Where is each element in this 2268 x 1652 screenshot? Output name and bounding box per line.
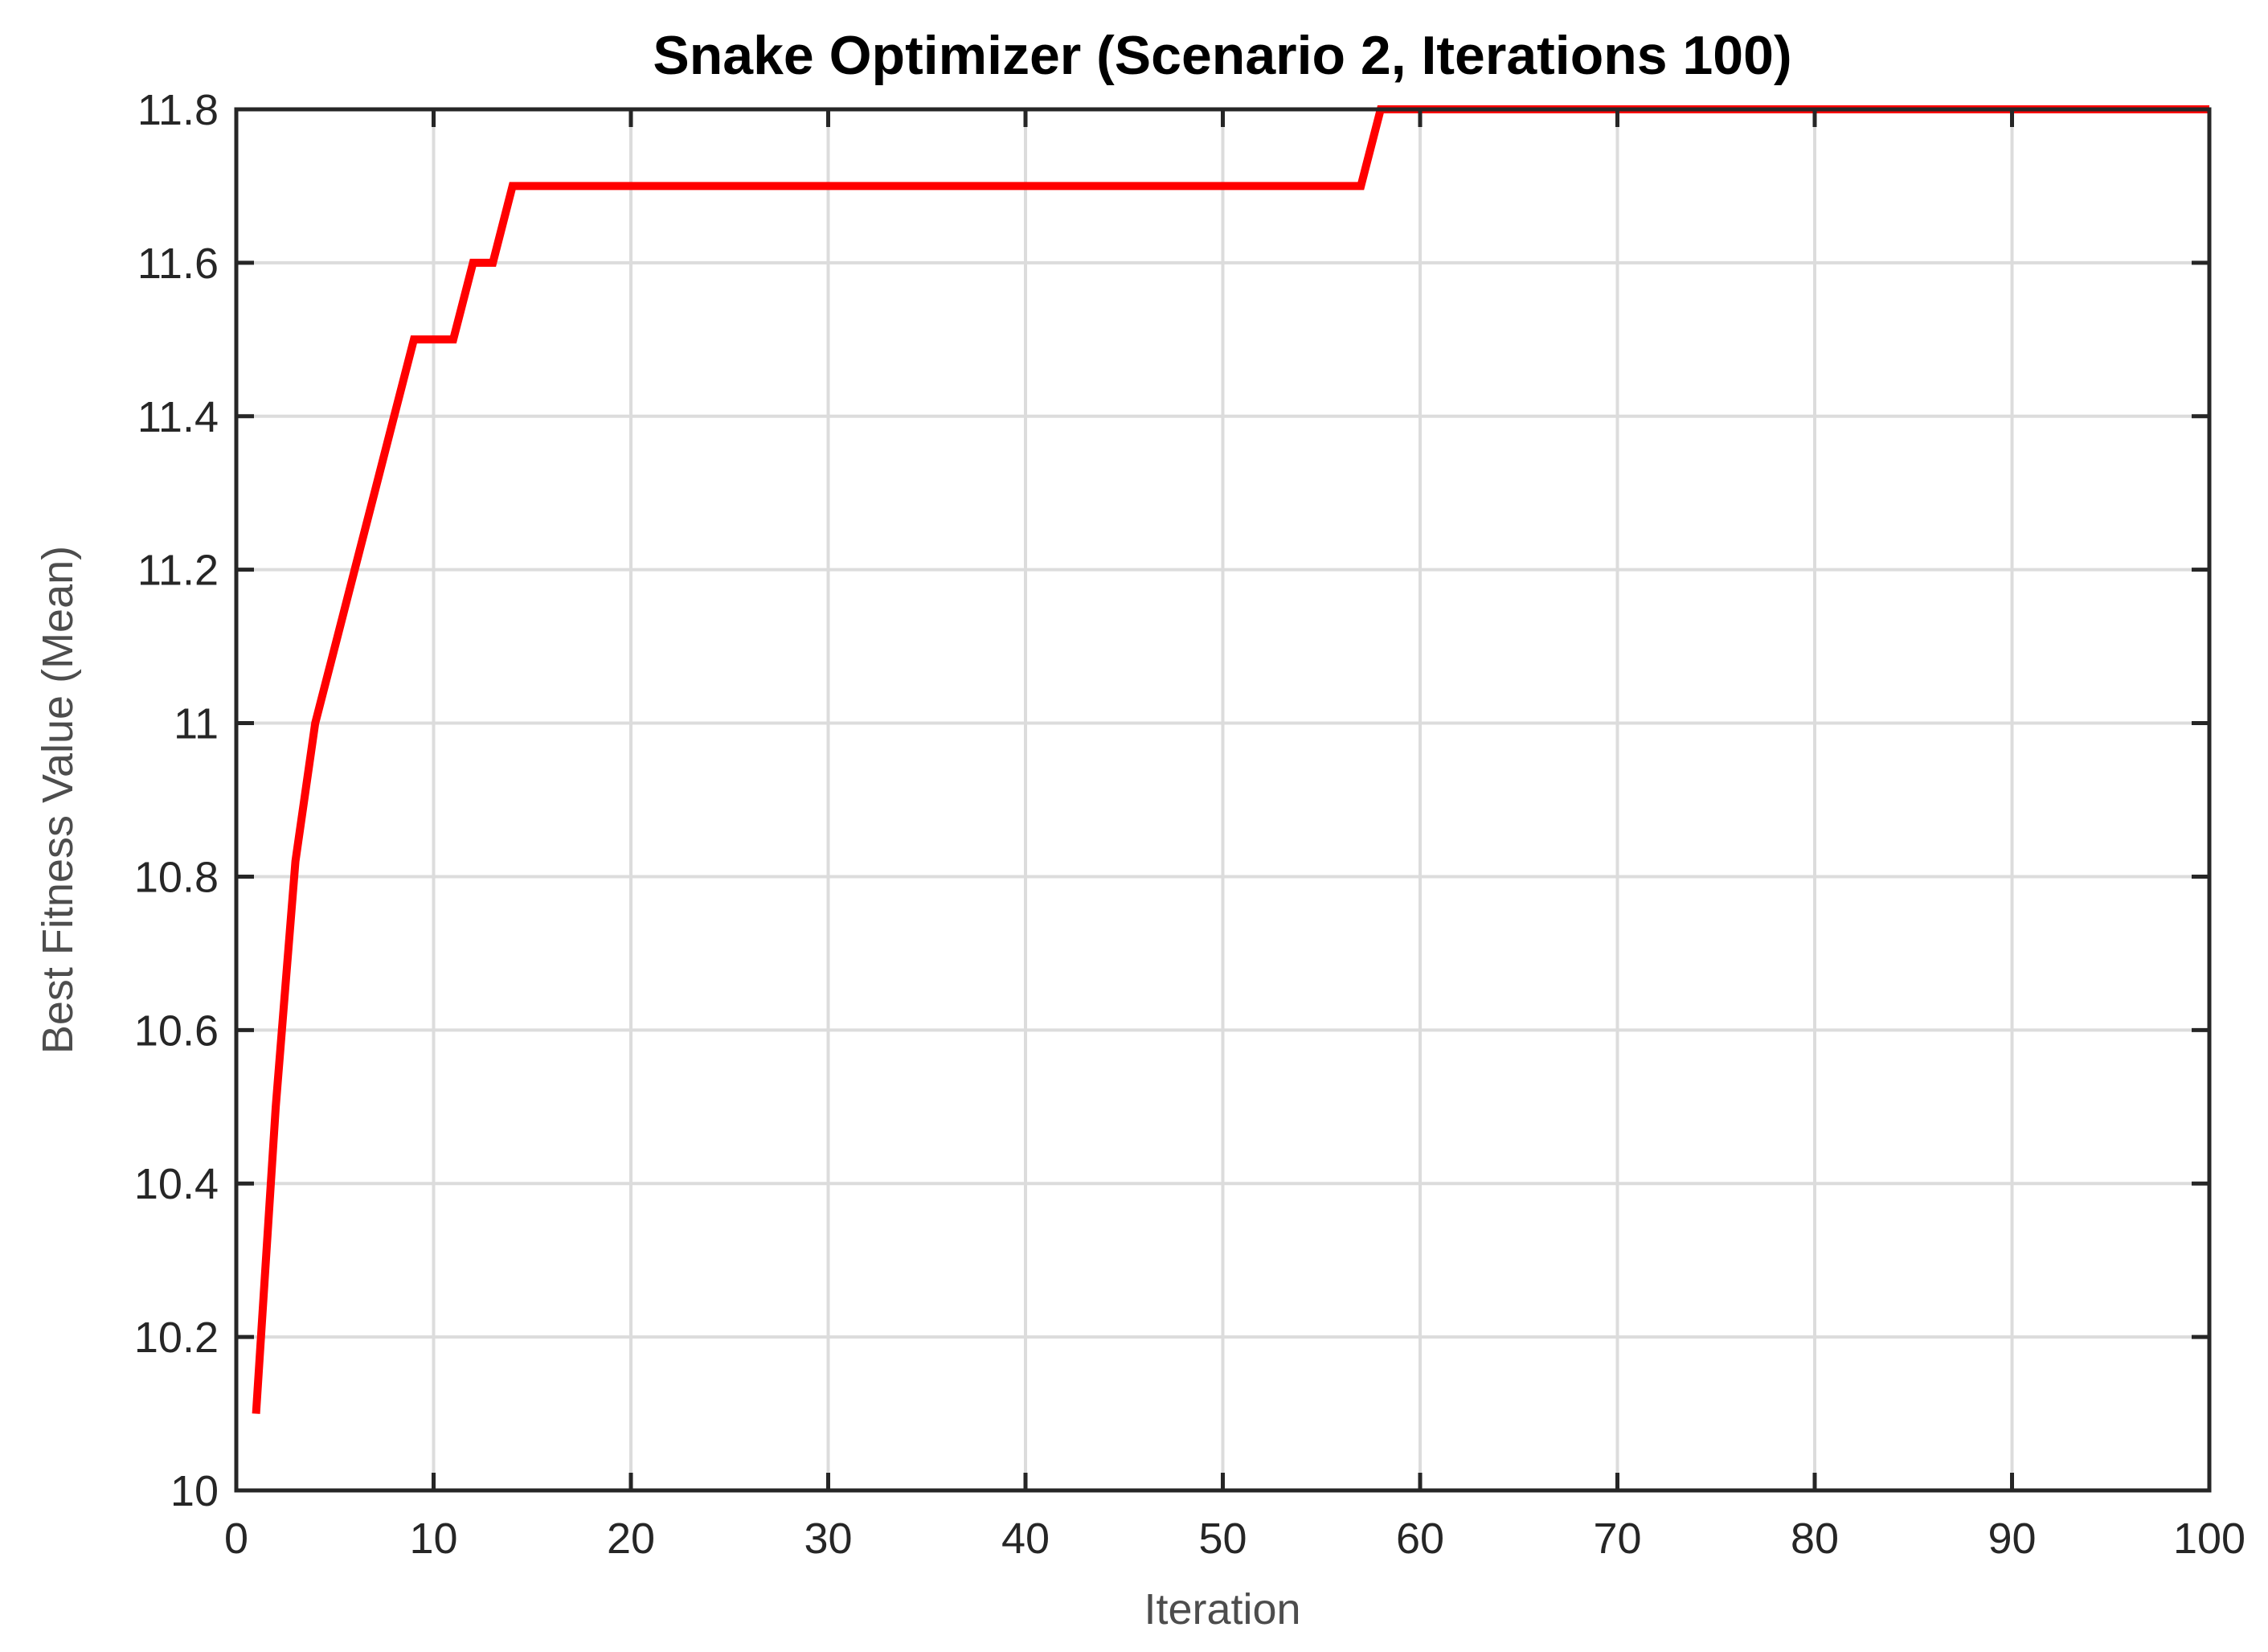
x-tick-label: 50 (1198, 1515, 1247, 1563)
x-tick-label: 70 (1593, 1515, 1641, 1563)
y-tick-label: 11.2 (137, 547, 219, 595)
x-tick-label: 40 (1001, 1515, 1050, 1563)
y-tick-label: 10.6 (134, 1006, 219, 1055)
x-tick-label: 100 (2173, 1515, 2245, 1563)
y-tick-label: 11.6 (137, 240, 219, 288)
y-tick-label: 10.4 (134, 1160, 219, 1208)
y-tick-label: 11.8 (137, 86, 219, 134)
x-tick-label: 30 (804, 1515, 852, 1563)
x-tick-label: 80 (1791, 1515, 1839, 1563)
chart-title: Snake Optimizer (Scenario 2, Iterations … (653, 25, 1791, 86)
y-tick-label: 10.8 (134, 853, 219, 901)
y-axis-label: Best Fitness Value (Mean) (34, 546, 82, 1054)
x-tick-label: 60 (1396, 1515, 1444, 1563)
y-tick-label: 11.4 (137, 393, 219, 441)
x-tick-label: 20 (607, 1515, 655, 1563)
ticks: 0 10 20 30 40 50 60 70 80 90 1001010.210.410.610.8… (134, 86, 2245, 1563)
x-tick-label: 10 (409, 1515, 457, 1563)
x-axis-label: Iteration (1144, 1585, 1300, 1634)
y-tick-label: 11 (174, 700, 219, 748)
y-tick-label: 10 (170, 1467, 219, 1515)
y-tick-label: 10.2 (134, 1314, 219, 1362)
x-tick-label: 0 (224, 1515, 248, 1563)
x-tick-label: 90 (1988, 1515, 2036, 1563)
